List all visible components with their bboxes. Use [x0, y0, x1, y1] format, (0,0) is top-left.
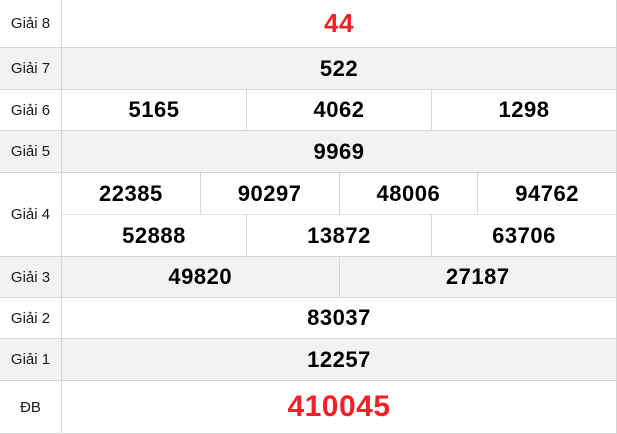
prize-label-giai-3: Giải 3 [0, 257, 62, 297]
row-giai-1: Giải 1 12257 [0, 339, 616, 381]
prize-value: 522 [319, 55, 359, 81]
prize-value: 94762 [477, 173, 616, 214]
prize-label-giai-5: Giải 5 [0, 131, 62, 172]
prize-value: 13872 [246, 215, 431, 256]
prize-values-giai-4: 22385 90297 48006 94762 52888 13872 6370… [62, 173, 616, 256]
giai-4-subrow-1: 22385 90297 48006 94762 [62, 173, 616, 215]
prize-value: 4062 [246, 90, 431, 130]
prize-value: 27187 [338, 257, 617, 297]
row-db: ĐB 410045 [0, 381, 616, 434]
prize-label-giai-4: Giải 4 [0, 173, 62, 256]
prize-value: 83037 [307, 305, 371, 330]
prize-value: 63706 [431, 215, 616, 256]
row-giai-5: Giải 5 9969 [0, 131, 616, 173]
prize-values-giai-2: 83037 [62, 298, 616, 338]
row-giai-2: Giải 2 83037 [0, 298, 616, 339]
prize-label-giai-1: Giải 1 [0, 339, 62, 380]
prize-values-giai-1: 12257 [62, 339, 616, 380]
prize-label-giai-7: Giải 7 [0, 48, 62, 89]
prize-values-giai-5: 9969 [62, 131, 616, 172]
prize-value-special: 410045 [287, 390, 391, 423]
prize-values-db: 410045 [62, 381, 616, 433]
prize-value: 52888 [122, 222, 186, 248]
prize-label-giai-2: Giải 2 [0, 298, 62, 338]
row-giai-4: Giải 4 22385 90297 48006 94762 52888 138… [0, 173, 616, 257]
prize-value: 1298 [431, 90, 616, 130]
giai-4-subrow-2: 52888 13872 63706 [62, 215, 616, 256]
prize-value: 5165 [128, 97, 180, 122]
prize-label-giai-8: Giải 8 [0, 0, 62, 47]
prize-value: 9969 [313, 138, 365, 164]
row-giai-7: Giải 7 522 [0, 48, 616, 90]
prize-values-giai-3: 49820 27187 [62, 257, 616, 297]
row-giai-3: Giải 3 49820 27187 [0, 257, 616, 298]
row-giai-8: Giải 8 44 [0, 0, 616, 48]
prize-value: 49820 [168, 264, 233, 289]
prize-value: 22385 [99, 180, 163, 206]
prize-values-giai-7: 522 [62, 48, 616, 89]
prize-value: 48006 [338, 173, 478, 214]
row-giai-6: Giải 6 5165 4062 1298 [0, 90, 616, 131]
prize-values-giai-6: 5165 4062 1298 [62, 90, 616, 130]
prize-label-db: ĐB [0, 381, 62, 433]
prize-value: 12257 [307, 346, 371, 372]
prize-value: 44 [324, 8, 354, 38]
prize-values-giai-8: 44 [62, 0, 616, 47]
prize-label-giai-6: Giải 6 [0, 90, 62, 130]
prize-value: 90297 [199, 173, 339, 214]
